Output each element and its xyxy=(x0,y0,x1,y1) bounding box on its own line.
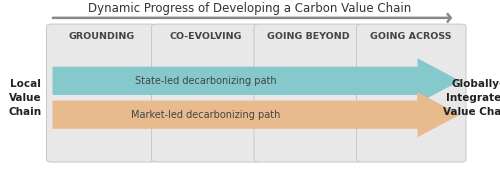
FancyBboxPatch shape xyxy=(254,24,364,162)
FancyBboxPatch shape xyxy=(152,24,261,162)
FancyBboxPatch shape xyxy=(356,24,466,162)
Text: Local
Value
Chain: Local Value Chain xyxy=(8,79,42,117)
Polygon shape xyxy=(52,58,460,103)
Text: GROUNDING: GROUNDING xyxy=(68,32,134,41)
Text: CO-EVOLVING: CO-EVOLVING xyxy=(170,32,242,41)
Text: State-led decarbonizing path: State-led decarbonizing path xyxy=(135,76,276,86)
Text: Market-led decarbonizing path: Market-led decarbonizing path xyxy=(131,110,280,120)
Text: Globally-
Integrated
Value Chain: Globally- Integrated Value Chain xyxy=(443,79,500,117)
Text: GOING ACROSS: GOING ACROSS xyxy=(370,32,452,41)
Text: Dynamic Progress of Developing a Carbon Value Chain: Dynamic Progress of Developing a Carbon … xyxy=(88,2,411,15)
Text: GOING BEYOND: GOING BEYOND xyxy=(268,32,350,41)
FancyBboxPatch shape xyxy=(46,24,156,162)
Polygon shape xyxy=(52,92,460,137)
